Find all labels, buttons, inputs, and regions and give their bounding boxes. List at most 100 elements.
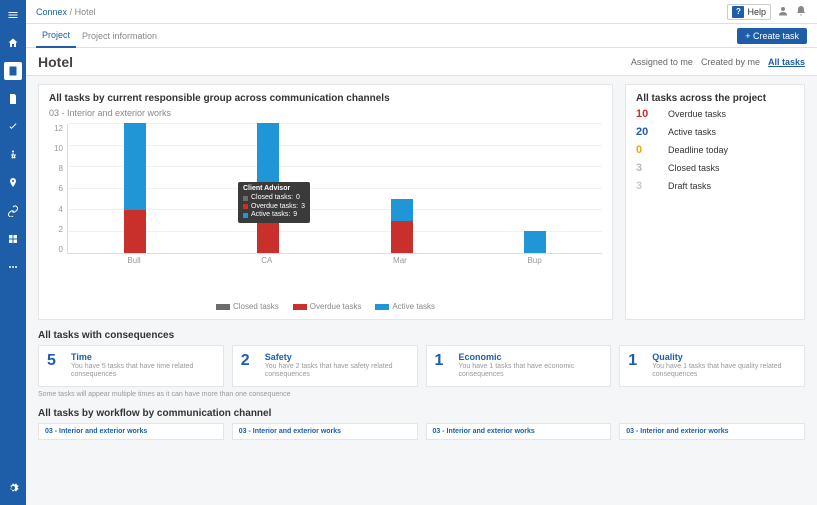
y-tick: 2 <box>59 225 63 234</box>
pin-icon[interactable] <box>4 174 22 192</box>
more-icon[interactable] <box>4 258 22 276</box>
stats-list: 10 Overdue tasks 20 Active tasks 0Deadline t… <box>636 108 794 192</box>
stat-number: 3 <box>636 180 658 192</box>
check-icon[interactable] <box>4 118 22 136</box>
content: All tasks by current responsible group a… <box>26 76 817 505</box>
x-label: Bup <box>527 256 541 265</box>
consequences-title: All tasks with consequences <box>38 330 805 341</box>
tooltip-row: Active tasks: 9 <box>243 211 305 219</box>
chart: 121086420 Client AdvisorClosed tasks: 0O… <box>49 124 602 284</box>
stat-row[interactable]: 3 Draft tasks <box>636 180 794 192</box>
legend-item[interactable]: Active tasks <box>375 302 435 311</box>
bar-group[interactable] <box>524 231 546 253</box>
x-label: Bull <box>127 256 140 265</box>
stat-label: Active tasks <box>668 127 716 137</box>
chart-tooltip: Client AdvisorClosed tasks: 0Overdue tas… <box>238 182 310 223</box>
settings-icon[interactable] <box>4 479 22 497</box>
stat-row[interactable]: 20 Active tasks <box>636 126 794 138</box>
tooltip-value: 9 <box>293 211 297 219</box>
chart-bars <box>68 124 602 253</box>
main: Connex / Hotel ? Help Project Project in… <box>26 0 817 505</box>
card-number: 2 <box>241 352 257 370</box>
filter-assigned[interactable]: Assigned to me <box>631 57 693 67</box>
filter-all[interactable]: All tasks <box>768 57 805 67</box>
topbar: Connex / Hotel ? Help <box>26 0 817 24</box>
card-title: Economic <box>459 352 603 362</box>
y-tick: 10 <box>54 144 63 153</box>
bell-icon[interactable] <box>795 5 807 19</box>
tab-project[interactable]: Project <box>36 24 76 48</box>
consequence-card[interactable]: 1QualityYou have 1 tasks that have quali… <box>619 345 805 387</box>
tooltip-swatch <box>243 213 248 218</box>
grid-icon[interactable] <box>4 230 22 248</box>
stat-number: 10 <box>636 108 658 120</box>
stat-label: Overdue tasks <box>668 109 726 119</box>
tooltip-label: Active tasks: <box>251 211 290 219</box>
tooltip-row: Closed tasks: 0 <box>243 194 305 202</box>
card-desc: You have 5 tasks that have time related … <box>71 363 215 380</box>
legend-item[interactable]: Closed tasks <box>216 302 279 311</box>
card-number: 5 <box>47 352 63 370</box>
create-task-button[interactable]: + Create task <box>737 28 807 44</box>
y-tick: 12 <box>54 124 63 133</box>
card-body: QualityYou have 1 tasks that have qualit… <box>652 352 796 380</box>
menu-icon[interactable] <box>4 6 22 24</box>
stat-number: 20 <box>636 126 658 138</box>
bar-group[interactable] <box>391 199 413 253</box>
tooltip-swatch <box>243 196 248 201</box>
stat-label: Closed tasks <box>668 163 720 173</box>
bar-segment-active <box>124 123 146 210</box>
sidebar <box>0 0 26 505</box>
help-icon: ? <box>732 6 744 18</box>
card-number: 1 <box>435 352 451 370</box>
workflow-row: 03 - Interior and exterior works 03 - Int… <box>38 423 805 440</box>
stat-row[interactable]: 10 Overdue tasks <box>636 108 794 120</box>
tab-project-info[interactable]: Project information <box>76 31 163 41</box>
consequences-note: Some tasks will appear multiple times as… <box>38 391 805 398</box>
page-title: Hotel <box>38 54 73 70</box>
link-icon[interactable] <box>4 202 22 220</box>
stat-number: 3 <box>636 162 658 174</box>
workflow-cell[interactable]: 03 - Interior and exterior works <box>232 423 418 440</box>
consequence-card[interactable]: 1 EconomicYou have 1 tasks that have econ… <box>426 345 612 387</box>
breadcrumb-root[interactable]: Connex <box>36 7 67 17</box>
card-desc: You have 2 tasks that have safety relate… <box>265 363 409 380</box>
y-tick: 8 <box>59 164 63 173</box>
consequence-card[interactable]: 5TimeYou have 5 tasks that have time rel… <box>38 345 224 387</box>
x-label: CA <box>261 256 272 265</box>
org-icon[interactable] <box>4 146 22 164</box>
breadcrumb-current: Hotel <box>75 7 96 17</box>
document-icon[interactable] <box>4 90 22 108</box>
legend-item[interactable]: Overdue tasks <box>293 302 362 311</box>
workflow-cell[interactable]: 03 - Interior and exterior works <box>619 423 805 440</box>
workflow-cell[interactable]: 03 - Interior and exterior works <box>38 423 224 440</box>
stats-title: All tasks across the project <box>636 93 794 104</box>
workflow-cell[interactable]: 03 - Interior and exterior works <box>426 423 612 440</box>
user-icon[interactable] <box>777 5 789 19</box>
help-button[interactable]: ? Help <box>727 4 771 20</box>
stat-number: 0 <box>636 144 658 156</box>
stat-row[interactable]: 0Deadline today <box>636 144 794 156</box>
consequence-card[interactable]: 2 SafetyYou have 2 tasks that have safety… <box>232 345 418 387</box>
card-body: SafetyYou have 2 tasks that have safety … <box>265 352 409 380</box>
home-icon[interactable] <box>4 34 22 52</box>
chart-subtitle: 03 - Interior and exterior works <box>49 108 602 118</box>
tooltip-swatch <box>243 204 248 209</box>
tooltip-value: 0 <box>296 194 300 202</box>
filter-created[interactable]: Created by me <box>701 57 760 67</box>
stat-row[interactable]: 3 Closed tasks <box>636 162 794 174</box>
tooltip-label: Overdue tasks: <box>251 203 298 211</box>
tooltip-title: Client Advisor <box>243 185 305 193</box>
stat-label: Draft tasks <box>668 181 711 191</box>
chart-y-axis: 121086420 <box>49 124 67 254</box>
y-tick: 6 <box>59 184 63 193</box>
tooltip-value: 3 <box>301 203 305 211</box>
bar-group[interactable] <box>124 123 146 253</box>
legend-label: Active tasks <box>392 302 435 311</box>
card-desc: You have 1 tasks that have economic cons… <box>459 363 603 380</box>
titlebar: Hotel Assigned to me Created by me All t… <box>26 48 817 76</box>
card-body: EconomicYou have 1 tasks that have econo… <box>459 352 603 380</box>
help-label: Help <box>747 7 766 17</box>
tooltip-label: Closed tasks: <box>251 194 293 202</box>
building-icon[interactable] <box>4 62 22 80</box>
